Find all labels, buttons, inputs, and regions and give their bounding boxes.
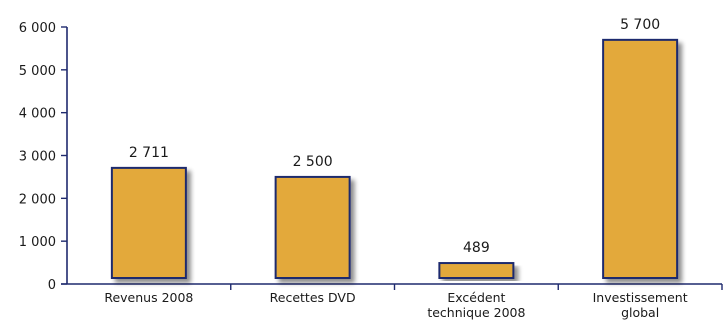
y-tick-label: 2 000: [19, 192, 56, 207]
data-label: 489: [463, 240, 490, 256]
y-tick-label: 6 000: [19, 21, 56, 36]
labels: 0 1 000 2 000 3 000 4 000 5 000 6 000 2 711 Reve…: [19, 17, 688, 320]
y-tick-label: 0: [48, 278, 56, 293]
x-tick-label: global: [621, 305, 659, 320]
axes: [61, 26, 723, 290]
y-tick-label: 1 000: [19, 235, 56, 250]
data-label: 5 700: [620, 17, 660, 33]
bar: [438, 262, 515, 280]
y-tick-label: 4 000: [19, 107, 56, 122]
bar: [274, 175, 351, 280]
x-tick-label: Revenus 2008: [104, 290, 193, 305]
data-label: 2 711: [129, 145, 169, 161]
x-tick-label: Excédent: [447, 290, 505, 305]
x-tick-label: Investissement: [593, 290, 688, 305]
bar: [110, 166, 187, 279]
y-tick-label: 3 000: [19, 150, 56, 165]
bar: [602, 38, 679, 279]
x-tick-label: Recettes DVD: [270, 290, 356, 305]
bars: [110, 38, 679, 280]
data-label: 2 500: [293, 154, 333, 170]
y-tick-label: 5 000: [19, 64, 56, 79]
x-tick-label: technique 2008: [427, 305, 525, 320]
